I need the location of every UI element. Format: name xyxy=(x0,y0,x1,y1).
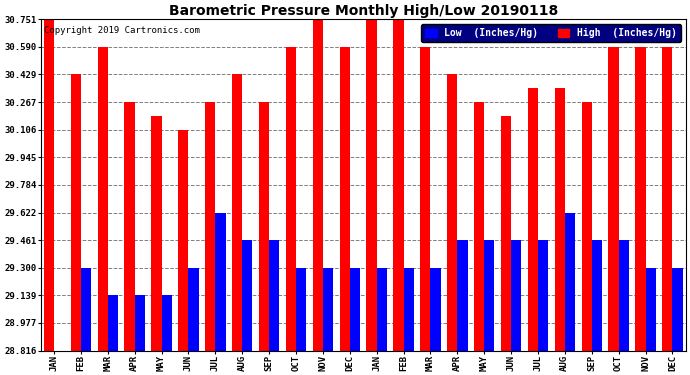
Bar xyxy=(635,47,646,351)
Bar xyxy=(313,20,323,351)
Bar xyxy=(555,88,565,351)
Bar xyxy=(205,102,215,351)
Bar xyxy=(565,213,575,351)
Bar xyxy=(151,116,161,351)
Bar xyxy=(366,20,377,351)
Bar xyxy=(672,268,682,351)
Bar xyxy=(447,75,457,351)
Bar xyxy=(296,268,306,351)
Bar xyxy=(259,102,269,351)
Bar xyxy=(646,268,656,351)
Bar xyxy=(242,240,253,351)
Bar xyxy=(232,75,242,351)
Bar xyxy=(501,116,511,351)
Bar xyxy=(161,295,172,351)
Bar xyxy=(457,240,468,351)
Bar xyxy=(339,47,350,351)
Bar xyxy=(431,268,441,351)
Legend: Low  (Inches/Hg), High  (Inches/Hg): Low (Inches/Hg), High (Inches/Hg) xyxy=(421,24,681,42)
Bar xyxy=(609,47,619,351)
Bar xyxy=(619,240,629,351)
Text: Copyright 2019 Cartronics.com: Copyright 2019 Cartronics.com xyxy=(43,26,199,35)
Bar xyxy=(108,295,118,351)
Bar xyxy=(97,47,108,351)
Bar xyxy=(511,240,521,351)
Title: Barometric Pressure Monthly High/Low 20190118: Barometric Pressure Monthly High/Low 201… xyxy=(168,4,558,18)
Bar xyxy=(323,268,333,351)
Bar xyxy=(286,47,296,351)
Bar xyxy=(528,88,538,351)
Bar xyxy=(592,240,602,351)
Bar xyxy=(474,102,484,351)
Bar xyxy=(582,102,592,351)
Bar xyxy=(350,268,360,351)
Bar xyxy=(215,213,226,351)
Bar xyxy=(484,240,495,351)
Bar xyxy=(70,75,81,351)
Bar xyxy=(188,268,199,351)
Bar xyxy=(420,47,431,351)
Bar xyxy=(124,102,135,351)
Bar xyxy=(393,20,404,351)
Bar xyxy=(178,130,188,351)
Bar xyxy=(662,47,672,351)
Bar xyxy=(538,240,548,351)
Bar xyxy=(377,268,387,351)
Bar xyxy=(81,268,91,351)
Bar xyxy=(269,240,279,351)
Bar xyxy=(135,295,145,351)
Bar xyxy=(404,268,414,351)
Bar xyxy=(43,20,54,351)
